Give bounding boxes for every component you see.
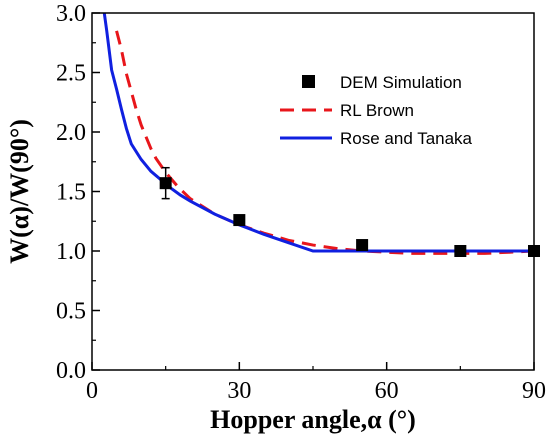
x-axis-title: Hopper angle,α (°) — [210, 405, 416, 434]
data-point — [233, 214, 246, 227]
x-tick-label: 30 — [227, 378, 251, 404]
y-tick-label: 1.5 — [56, 180, 86, 206]
legend-label: DEM Simulation — [340, 73, 462, 92]
x-tick-label: 60 — [375, 378, 399, 404]
data-point — [356, 239, 369, 252]
legend-marker — [302, 75, 315, 88]
legend-label: Rose and Tanaka — [340, 129, 473, 148]
y-tick-label: 1.0 — [56, 239, 86, 265]
series-line-rose-and-tanaka — [102, 13, 534, 253]
y-axis-title: W(α)/W(90°) — [5, 119, 34, 264]
axes: 0 30 60 90 0.0 0.5 1.0 1.5 2.0 2.5 3.0 — [56, 1, 546, 404]
legend-label: RL Brown — [340, 101, 414, 120]
x-tick-label: 90 — [522, 378, 546, 404]
data-point — [159, 177, 172, 190]
y-tick-label: 2.0 — [56, 120, 86, 146]
legend: DEM Simulation RL Brown Rose and Tanaka — [280, 73, 473, 148]
y-tick-label: 0.5 — [56, 299, 86, 325]
data-point — [454, 245, 467, 257]
x-tick-label: 0 — [86, 378, 98, 404]
y-tick-label: 2.5 — [56, 61, 86, 87]
y-tick-label: 3.0 — [56, 1, 86, 27]
plot-area — [102, 13, 540, 257]
y-tick-label: 0.0 — [56, 358, 86, 384]
plot-frame — [91, 12, 535, 371]
